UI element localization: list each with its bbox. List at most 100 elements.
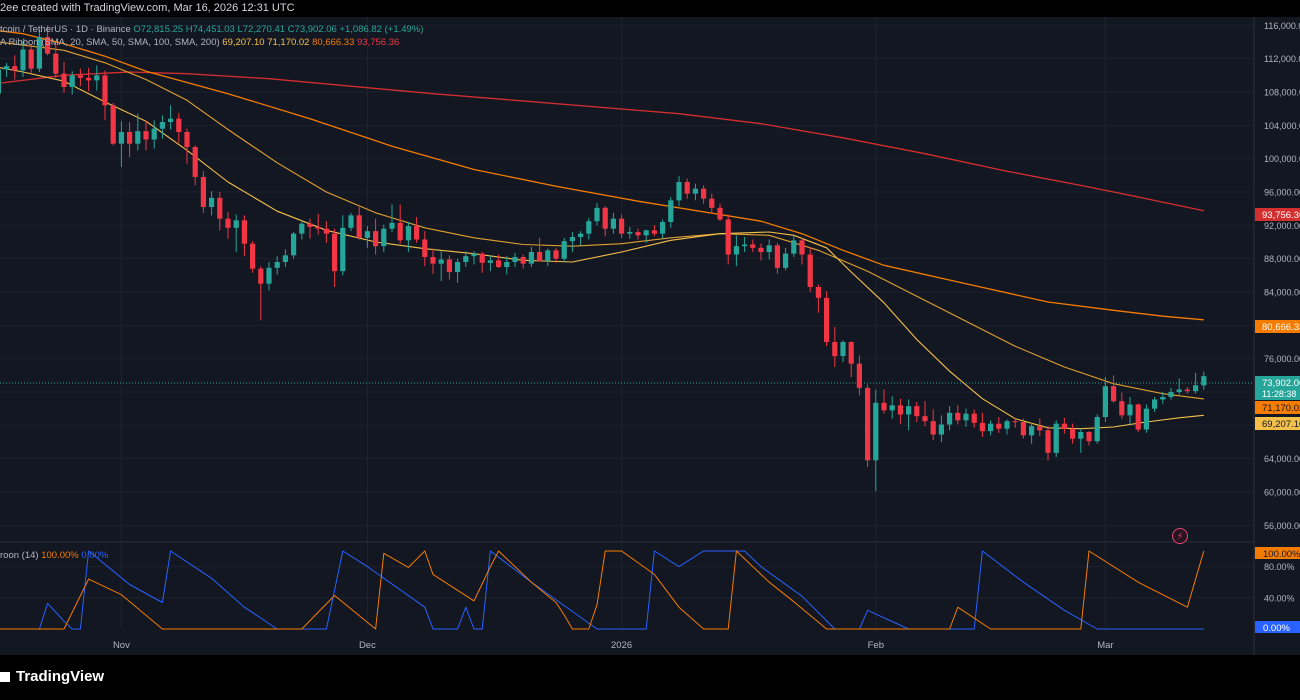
candle-body [479, 253, 485, 263]
candle-body [643, 230, 649, 236]
candle-body [438, 259, 444, 264]
candle-body [930, 421, 936, 435]
candle-body [848, 342, 854, 364]
candle-body [824, 297, 830, 342]
brand-logo: TradingView [0, 668, 104, 685]
candle-body [1135, 404, 1141, 430]
ma20-value: 69,207.10 [222, 37, 265, 48]
candle-body [602, 207, 608, 229]
candle-body [258, 268, 264, 284]
candle-body [619, 218, 625, 234]
ma50-value: 71,170.02 [267, 37, 310, 48]
candle-body [430, 257, 436, 264]
chart-area[interactable]: 56,000.0060,000.0064,000.0068,000.0072,0… [0, 17, 1300, 655]
candle-body [4, 66, 10, 70]
candle-body [1127, 404, 1133, 416]
candle-body [947, 412, 953, 425]
aroon-down-value: 0.00% [81, 550, 109, 561]
ribbon-legend: A Ribbon (SMA, 20, SMA, 50, SMA, 100, SM… [0, 37, 399, 48]
candle-body [250, 243, 256, 269]
top-bar: 2ee created with TradingView.com, Mar 16… [0, 0, 1300, 17]
candle-body [520, 257, 526, 264]
candle-body [1053, 423, 1059, 453]
brand-mark-icon [0, 672, 10, 682]
candle-body [1020, 422, 1026, 436]
candle-body [578, 233, 584, 237]
aroon-tick-label: 80.00% [1264, 562, 1295, 572]
candle-body [414, 226, 420, 240]
price-badge: 73,902.06 [1262, 378, 1300, 389]
candle-body [143, 131, 149, 140]
candle-body [684, 182, 690, 194]
candle-body [1119, 401, 1125, 416]
price-grid [0, 17, 1254, 629]
ma20-badge-bg [1255, 417, 1300, 430]
candle-body [135, 131, 141, 144]
candle-body [832, 342, 838, 357]
candle-body [709, 198, 715, 208]
candle-body [405, 226, 411, 241]
aroon-up-badge: 100.00% [1263, 549, 1300, 560]
candle-body [996, 423, 1002, 429]
candle-body [651, 230, 657, 234]
candle-body [979, 422, 985, 432]
candle-body [528, 252, 534, 264]
candle-body [1143, 408, 1149, 430]
candle-body [233, 220, 239, 228]
time-axis: ctNovDec2026FebMar [113, 640, 1114, 651]
ma100-value: 80,666.33 [312, 37, 355, 48]
candle-body [1102, 386, 1108, 417]
candle-body [1094, 417, 1100, 442]
candle-body [897, 405, 903, 415]
candle-body [422, 239, 428, 257]
price-axis: 56,000.0060,000.0064,000.0068,000.0072,0… [1264, 21, 1300, 531]
candle-body [307, 223, 313, 227]
candle-body [315, 227, 321, 229]
candle-body [241, 220, 247, 244]
ribbon-title: A Ribbon (SMA, 20, SMA, 50, SMA, 100, SM… [0, 37, 220, 48]
aroon-down-line [0, 550, 1204, 630]
ma200-value: 93,756.36 [357, 37, 400, 48]
candle-body [381, 228, 387, 247]
symbol-legend: tcoin / TetherUS · 1D · Binance O72,815.… [0, 24, 423, 35]
candle-body [1061, 423, 1067, 429]
candle-body [750, 244, 756, 248]
candle-body [1168, 392, 1174, 397]
candle-body [1201, 376, 1207, 386]
ma200-badge-bg [1255, 208, 1300, 221]
time-tick-label: Mar [1097, 640, 1113, 651]
candle-body [61, 73, 67, 87]
candle-body [922, 416, 928, 422]
candle-body [373, 231, 379, 247]
lightning-icon[interactable]: ⚡ [1172, 528, 1188, 544]
aroon-title: roon (14) [0, 550, 39, 561]
candle-body [1184, 389, 1190, 392]
candle-body [758, 247, 764, 252]
ma100-badge: 80,666.33 [1262, 322, 1300, 333]
candle-body [348, 215, 354, 228]
ohlc-change: +1,086.82 (+1.49%) [339, 24, 424, 35]
sma100-line [0, 30, 1204, 321]
price-tick-label: 84,000.00 [1264, 288, 1300, 298]
candle-body [537, 252, 543, 262]
candle-body [1004, 421, 1010, 429]
candle-body [77, 75, 83, 78]
aroon-down-badge: 0.00% [1263, 623, 1290, 634]
candle-body [1086, 432, 1092, 442]
price-tick-label: 116,000.00 [1264, 21, 1300, 31]
candle-body [733, 246, 739, 255]
candle-body [118, 132, 124, 144]
candle-body [881, 402, 887, 411]
candle-body [176, 118, 182, 132]
candle-body [282, 255, 288, 262]
price-tick-label: 88,000.00 [1264, 254, 1300, 264]
candle-body [668, 200, 674, 222]
price-badges: 93,756.36 80,666.33 73,902.06 11:28:38 7… [1255, 208, 1300, 634]
ohlc-low: L72,270.41 [237, 24, 286, 35]
candle-body [766, 245, 772, 252]
candle-body [725, 219, 731, 255]
candle-body [955, 412, 961, 421]
candle-body [635, 232, 641, 236]
price-tick-label: 100,000.00 [1264, 154, 1300, 164]
candle-body [1111, 386, 1117, 402]
